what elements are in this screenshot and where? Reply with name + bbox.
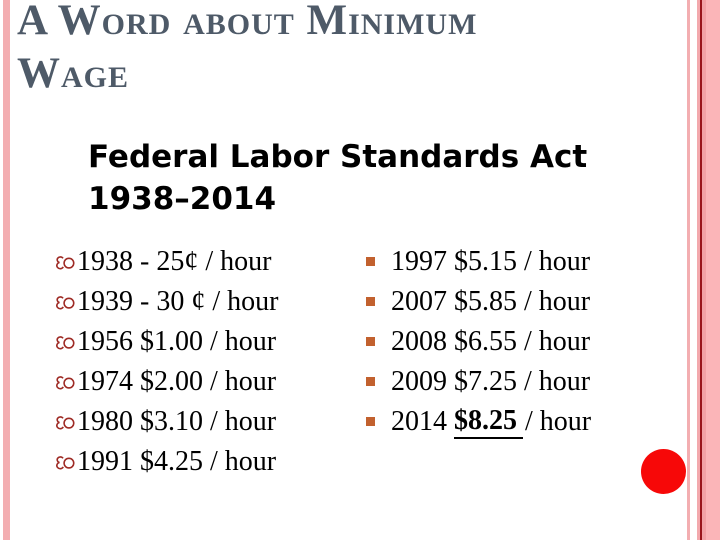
right-border-stripe-1 (687, 0, 690, 540)
right-border-stripe-3 (702, 0, 706, 540)
list-item-text: 1956 $1.00 / hour (77, 326, 277, 357)
subtitle-line1: Federal Labor Standards Act (88, 139, 588, 175)
square-bullet-icon (366, 296, 375, 306)
list-item-text: 2009 $7.25 / hour (391, 366, 591, 397)
list-item-text: 1997 $5.15 / hour (391, 246, 591, 277)
ornament-bullet-icon (56, 295, 75, 309)
list-item-text: 1980 $3.10 / hour (77, 406, 277, 437)
square-bullet-icon (366, 416, 375, 426)
list-item: 1991 $4.25 / hour (54, 442, 354, 482)
list-item-text: 2008 $6.55 / hour (391, 326, 591, 357)
ornament-bullet-icon (56, 455, 75, 469)
list-item-text: 1991 $4.25 / hour (77, 446, 277, 477)
ornament-bullet-icon (56, 375, 75, 389)
list-item: 2009 $7.25 / hour (366, 362, 666, 402)
list-item: 1939 - 30 ¢ / hour (54, 282, 354, 322)
list-item: 1997 $5.15 / hour (366, 242, 666, 282)
right-border-stripe-2 (697, 0, 700, 540)
list-item: 1974 $2.00 / hour (54, 362, 354, 402)
red-circle-decoration (641, 449, 686, 494)
slide-subtitle: Federal Labor Standards Act 1938–2014 (88, 136, 587, 220)
subtitle-line2: 1938–2014 (88, 181, 277, 217)
slide-title-line2: Wage (17, 50, 130, 97)
square-bullet-icon (366, 336, 375, 346)
right-border-darkline (700, 0, 702, 540)
list-item-text: 1938 - 25¢ / hour (77, 246, 272, 277)
highlighted-wage-value: $8.25 (454, 405, 523, 439)
list-item-prefix: 2014 (391, 406, 454, 437)
slide-title-line1: A Word about Minimum (17, 0, 478, 44)
list-item-text: 2007 $5.85 / hour (391, 286, 591, 317)
list-item: 1938 - 25¢ / hour (54, 242, 354, 282)
left-border-stripe (3, 0, 10, 540)
wage-list-left: 1938 - 25¢ / hour 1939 - 30 ¢ / hour 195… (54, 242, 354, 482)
ornament-bullet-icon (56, 415, 75, 429)
slide-title: A Word about Minimum Wage (17, 0, 617, 100)
list-item: 1956 $1.00 / hour (54, 322, 354, 362)
wage-list-right: 1997 $5.15 / hour 2007 $5.85 / hour 2008… (366, 242, 666, 442)
list-item-text: 1974 $2.00 / hour (77, 366, 277, 397)
list-item-highlighted: 2014 $8.25 / hour (366, 402, 666, 442)
right-border-band (706, 0, 720, 540)
square-bullet-icon (366, 376, 375, 386)
ornament-bullet-icon (56, 255, 75, 269)
list-item-text: 1939 - 30 ¢ / hour (77, 286, 279, 317)
list-item-suffix: / hour (525, 406, 592, 437)
list-item: 1980 $3.10 / hour (54, 402, 354, 442)
square-bullet-icon (366, 256, 375, 266)
ornament-bullet-icon (56, 335, 75, 349)
list-item: 2007 $5.85 / hour (366, 282, 666, 322)
list-item: 2008 $6.55 / hour (366, 322, 666, 362)
